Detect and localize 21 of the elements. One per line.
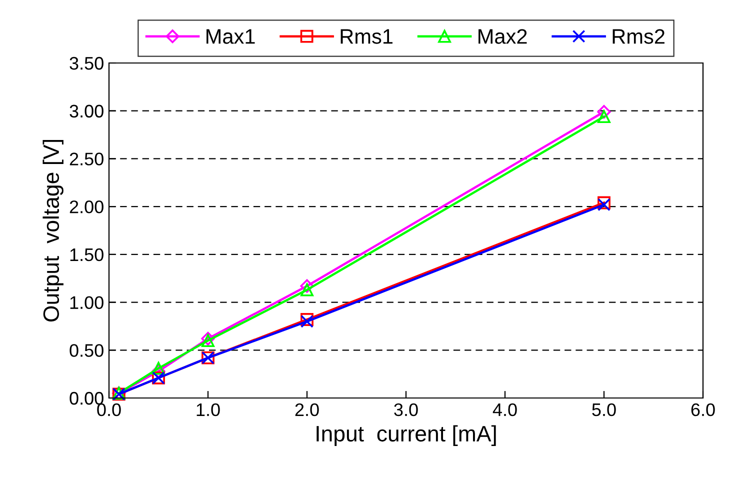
legend-label: Rms2	[612, 29, 664, 44]
y-tick-label: 3.50	[70, 56, 104, 70]
x-tick-label: 5.0	[592, 403, 616, 416]
x-tick-label: 6.0	[691, 403, 715, 416]
y-tick-label: 2.50	[70, 152, 104, 166]
x-tick-label: 0.0	[97, 403, 121, 416]
y-tick-label: 1.00	[70, 296, 104, 310]
x-axis-title: Input current [mA]	[316, 425, 496, 446]
legend-label: Max2	[478, 29, 527, 44]
y-tick-label: 1.50	[70, 248, 104, 262]
y-tick-label: 0.00	[70, 392, 104, 405]
y-tick-label: 3.00	[70, 104, 104, 118]
x-tick-label: 4.0	[492, 403, 517, 416]
x-tick-label: 3.0	[394, 403, 418, 416]
legend-label: Max1	[206, 29, 255, 44]
y-axis-title: Output voltage [V]	[42, 140, 64, 322]
x-tick-label: 2.0	[295, 403, 319, 416]
y-tick-label: 2.00	[70, 200, 104, 214]
y-tick-label: 0.50	[70, 344, 104, 357]
legend-label: Rms1	[340, 29, 392, 44]
x-tick-label: 1.0	[196, 403, 220, 416]
